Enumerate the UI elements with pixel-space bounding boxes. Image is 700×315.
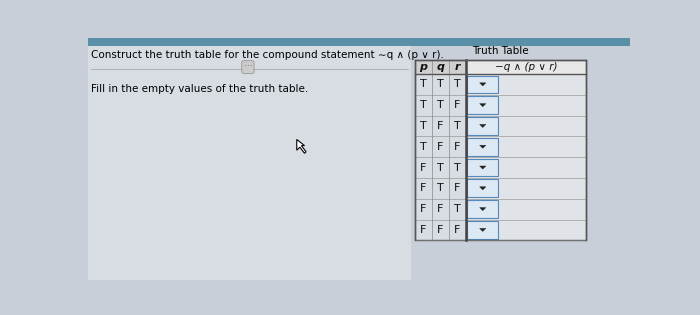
Bar [468, 200, 498, 218]
Polygon shape [480, 83, 486, 86]
Text: T: T [454, 163, 461, 173]
Text: Fill in the empty values of the truth table.: Fill in the empty values of the truth ta… [92, 84, 309, 94]
Polygon shape [480, 187, 486, 190]
Text: T: T [420, 121, 426, 131]
Text: F: F [420, 225, 426, 235]
Bar [466, 60, 586, 74]
Text: F: F [454, 142, 461, 152]
Bar [88, 38, 412, 280]
Bar [468, 76, 498, 93]
Bar [468, 180, 498, 197]
Text: Truth Table: Truth Table [472, 46, 528, 56]
Bar [466, 116, 586, 136]
Bar [468, 159, 498, 176]
Text: F: F [437, 204, 443, 214]
Polygon shape [480, 228, 486, 232]
Polygon shape [480, 145, 486, 148]
Text: T: T [437, 163, 444, 173]
Text: F: F [454, 100, 461, 110]
Polygon shape [480, 124, 486, 128]
Text: Construct the truth table for the compound statement ∼q ∧ (p ∨ r).: Construct the truth table for the compou… [92, 50, 444, 60]
Bar [414, 178, 466, 199]
Bar [414, 74, 466, 95]
Text: ···: ··· [244, 63, 252, 72]
Text: T: T [454, 121, 461, 131]
Polygon shape [480, 166, 486, 169]
Polygon shape [480, 104, 486, 107]
Bar [466, 178, 586, 199]
Bar [468, 221, 498, 239]
Polygon shape [480, 208, 486, 211]
Text: q: q [436, 62, 444, 72]
Bar [414, 116, 466, 136]
Bar [468, 117, 498, 135]
Text: F: F [420, 163, 426, 173]
Bar [414, 136, 466, 157]
Polygon shape [297, 140, 306, 153]
Text: F: F [437, 121, 443, 131]
Text: T: T [420, 100, 426, 110]
Text: F: F [454, 225, 461, 235]
Text: T: T [437, 100, 444, 110]
Text: T: T [420, 79, 426, 89]
Text: F: F [420, 204, 426, 214]
Text: F: F [437, 225, 443, 235]
Bar [414, 199, 466, 220]
Bar [88, 38, 630, 45]
Bar [414, 95, 466, 116]
Text: T: T [420, 142, 426, 152]
Text: T: T [437, 79, 444, 89]
Bar [466, 199, 586, 220]
Text: r: r [454, 62, 460, 72]
Bar [414, 60, 586, 240]
Bar [466, 95, 586, 116]
Text: −q ∧ (p ∨ r): −q ∧ (p ∨ r) [494, 62, 557, 72]
Bar [466, 157, 586, 178]
Text: F: F [420, 183, 426, 193]
Bar [414, 220, 466, 240]
Bar [466, 220, 586, 240]
Bar [468, 138, 498, 156]
Bar [414, 60, 586, 240]
Bar [414, 157, 466, 178]
Bar [414, 60, 586, 74]
Text: p: p [419, 62, 427, 72]
Text: F: F [437, 142, 443, 152]
Bar [468, 96, 498, 114]
Text: T: T [437, 183, 444, 193]
Bar [466, 136, 586, 157]
Text: T: T [454, 204, 461, 214]
Bar [466, 74, 586, 95]
Text: F: F [454, 183, 461, 193]
Text: T: T [454, 79, 461, 89]
